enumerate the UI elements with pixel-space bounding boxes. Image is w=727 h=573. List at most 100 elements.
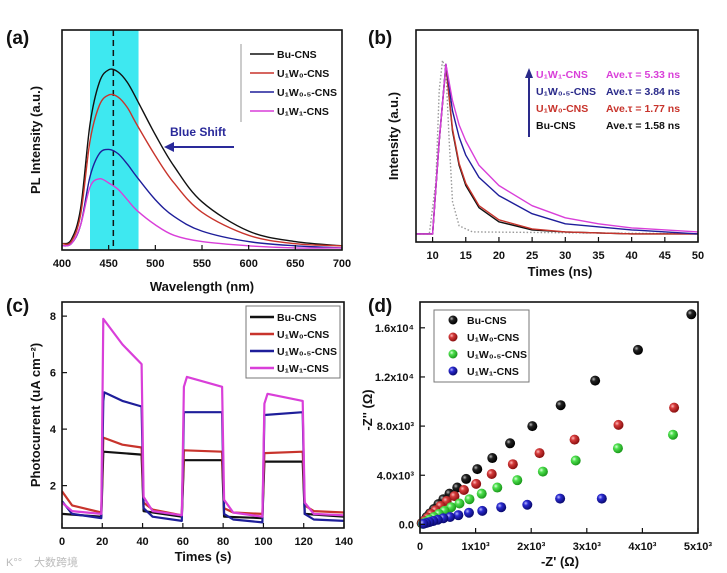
legend-a: Bu-CNS U₁W₀-CNS U₁W₀.₅-CNS U₁W₁-CNS bbox=[240, 44, 337, 122]
data-point-green bbox=[492, 482, 503, 493]
legend-marker-red bbox=[448, 332, 458, 342]
legend-marker-blue bbox=[448, 366, 458, 376]
blue-shift-arrow-icon bbox=[164, 142, 234, 152]
x-tick-label: 700 bbox=[333, 258, 351, 270]
x-tick-label: 5x10³ bbox=[684, 541, 712, 553]
plot-frame-c bbox=[61, 301, 345, 529]
x-tick-label: 35 bbox=[592, 250, 604, 262]
x-tick-label: 20 bbox=[96, 536, 108, 548]
series-line-black bbox=[61, 450, 345, 520]
a-ylabel: PL Intensity (a.u.) bbox=[28, 86, 43, 194]
data-point-red bbox=[449, 491, 460, 502]
legend-label: U₁W₁-CNS bbox=[536, 69, 588, 81]
series-line-black bbox=[61, 68, 343, 247]
legend-c: Bu-CNS U₁W₀-CNS U₁W₀.₅-CNS U₁W₁-CNS bbox=[245, 305, 341, 379]
data-point-green bbox=[612, 443, 623, 454]
legend-lifetime: Ave.τ = 5.33 ns bbox=[606, 69, 680, 81]
x-tick-label: 3x10³ bbox=[573, 541, 601, 553]
panel-label-d: (d) bbox=[368, 296, 392, 317]
svg-text:K°°: K°° bbox=[6, 557, 22, 569]
x-tick-label: 600 bbox=[239, 258, 257, 270]
data-point-green bbox=[537, 466, 548, 477]
series-line-magenta bbox=[61, 177, 343, 249]
data-point-blue bbox=[496, 502, 507, 513]
data-point-blue bbox=[522, 499, 533, 510]
y-tick-label: 0.0 bbox=[399, 519, 414, 531]
x-tick-label: 450 bbox=[99, 258, 117, 270]
legend-lifetime: Ave.τ = 1.58 ns bbox=[606, 120, 680, 132]
data-point-blue bbox=[418, 518, 429, 529]
watermark-logo-icon: K°° bbox=[6, 557, 22, 569]
y-tick-label: 6 bbox=[50, 368, 56, 380]
y-tick-label: 4 bbox=[50, 424, 57, 436]
data-point-blue bbox=[555, 493, 566, 504]
data-point-red bbox=[507, 459, 518, 470]
x-tick-label: 500 bbox=[146, 258, 164, 270]
data-point-black bbox=[555, 400, 566, 411]
data-point-green bbox=[476, 488, 487, 499]
data-point-green bbox=[570, 455, 581, 466]
x-tick-label: 0 bbox=[417, 541, 423, 553]
data-point-green bbox=[464, 494, 475, 505]
highlight-band bbox=[90, 30, 139, 250]
legend-label: Bu-CNS bbox=[536, 120, 576, 132]
data-point-black bbox=[461, 473, 472, 484]
x-tick-label: 20 bbox=[493, 250, 505, 262]
data-point-black bbox=[472, 464, 483, 475]
blue-shift-annotation: Blue Shift bbox=[170, 125, 226, 139]
legend-label: U₁W₀.₅-CNS bbox=[277, 346, 337, 358]
x-tick-label: 50 bbox=[692, 250, 704, 262]
y-tick-label: 8.0x10³ bbox=[377, 421, 415, 433]
data-point-blue bbox=[477, 505, 488, 516]
x-tick-label: 400 bbox=[53, 258, 71, 270]
data-point-red bbox=[569, 434, 580, 445]
legend-label: U₁W₀-CNS bbox=[277, 68, 329, 80]
legend-label: U₁W₁-CNS bbox=[467, 366, 519, 378]
legend-label: U₁W₀-CNS bbox=[277, 329, 329, 341]
legend-label: U₁W₀-CNS bbox=[536, 103, 588, 115]
series-line-magenta bbox=[61, 317, 345, 518]
data-point-red bbox=[486, 469, 497, 480]
legend-lifetime: Ave.τ = 3.84 ns bbox=[606, 86, 680, 98]
x-tick-label: 60 bbox=[177, 536, 189, 548]
legend-label: U₁W₀.₅-CNS bbox=[467, 349, 527, 361]
arrow-head bbox=[164, 142, 174, 152]
legend-label: U₁W₀.₅-CNS bbox=[277, 87, 337, 99]
x-tick-label: 120 bbox=[295, 536, 313, 548]
x-tick-label: 0 bbox=[59, 536, 65, 548]
legend-label: U₁W₁-CNS bbox=[277, 106, 329, 118]
legend-marker-black bbox=[448, 315, 458, 325]
plot-d: 0 1x10³ 2x10³ 3x10³ 4x10³ 5x10³ 0.0 4.0x10³ 8.0x… bbox=[375, 301, 712, 553]
data-point-green bbox=[512, 475, 523, 486]
x-tick-label: 25 bbox=[526, 250, 538, 262]
data-point-blue bbox=[463, 507, 474, 518]
c-ylabel: Photocurrent (uA cm⁻²) bbox=[28, 343, 43, 487]
x-tick-label: 650 bbox=[286, 258, 304, 270]
y-tick-label: 4.0x10³ bbox=[377, 470, 415, 482]
data-point-black bbox=[590, 375, 601, 386]
legend-lifetime: Ave.τ = 1.77 ns bbox=[606, 103, 680, 115]
data-point-blue bbox=[596, 493, 607, 504]
series-line-red bbox=[61, 436, 345, 517]
x-tick-label: 2x10³ bbox=[517, 541, 545, 553]
data-point-red bbox=[669, 402, 680, 413]
panel-label-b: (b) bbox=[368, 28, 392, 49]
data-point-red bbox=[613, 419, 624, 430]
legend-arrow-head-icon bbox=[525, 68, 533, 78]
data-point-red bbox=[458, 484, 469, 495]
x-tick-label: 1x10³ bbox=[462, 541, 490, 553]
legend-label: U₁W₁-CNS bbox=[277, 363, 329, 375]
legend-marker-green bbox=[448, 349, 458, 359]
x-tick-label: 10 bbox=[426, 250, 438, 262]
legend-label: U₁W₀.₅-CNS bbox=[536, 86, 596, 98]
a-xlabel: Wavelength (nm) bbox=[150, 279, 254, 294]
x-tick-label: 140 bbox=[335, 536, 353, 548]
plot-b: 10 15 20 25 30 35 40 45 50 bbox=[415, 29, 704, 262]
b-ylabel: Intensity (a.u.) bbox=[386, 92, 401, 180]
data-point-red bbox=[534, 448, 545, 459]
plot-frame-d bbox=[419, 301, 699, 534]
data-point-black bbox=[505, 438, 516, 449]
x-tick-label: 15 bbox=[460, 250, 472, 262]
legend-label: Bu-CNS bbox=[277, 49, 317, 61]
